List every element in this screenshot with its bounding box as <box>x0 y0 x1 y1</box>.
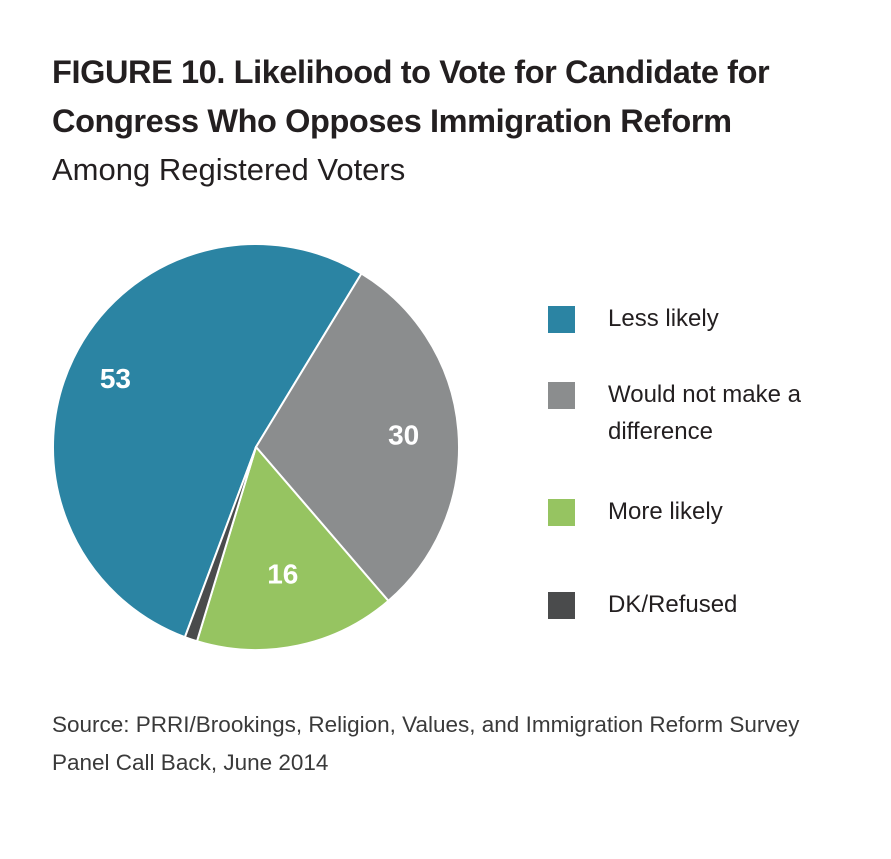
chart-title: FIGURE 10. Likelihood to Vote for Candid… <box>52 54 770 139</box>
pie-slice-more-likely <box>195 446 390 651</box>
slice-label-would-not-make-a-difference: 30 <box>388 419 419 450</box>
legend-swatch-dk-refused <box>548 592 575 619</box>
slice-label-less-likely: 53 <box>100 363 131 394</box>
legend-label-more-likely: More likely <box>608 498 723 525</box>
chart-subtitle: Among Registered Voters <box>52 152 406 187</box>
legend-swatch-less-likely <box>548 306 575 333</box>
pie-slice-would-not-make-a-difference <box>255 272 461 602</box>
legend-label-would-not-make-a-difference: Would not make a difference <box>608 381 801 445</box>
pie-slice-dk-refused <box>183 446 257 643</box>
legend-swatch-would-not-make-a-difference <box>548 382 575 409</box>
source-note: Source: PRRI/Brookings, Religion, Values… <box>52 712 800 775</box>
legend-label-dk-refused: DK/Refused <box>608 591 738 618</box>
legend-label-less-likely: Less likely <box>608 305 719 332</box>
slice-label-more-likely: 16 <box>267 559 298 590</box>
pie-slice-less-likely <box>52 243 363 639</box>
legend-swatch-more-likely <box>548 499 575 526</box>
